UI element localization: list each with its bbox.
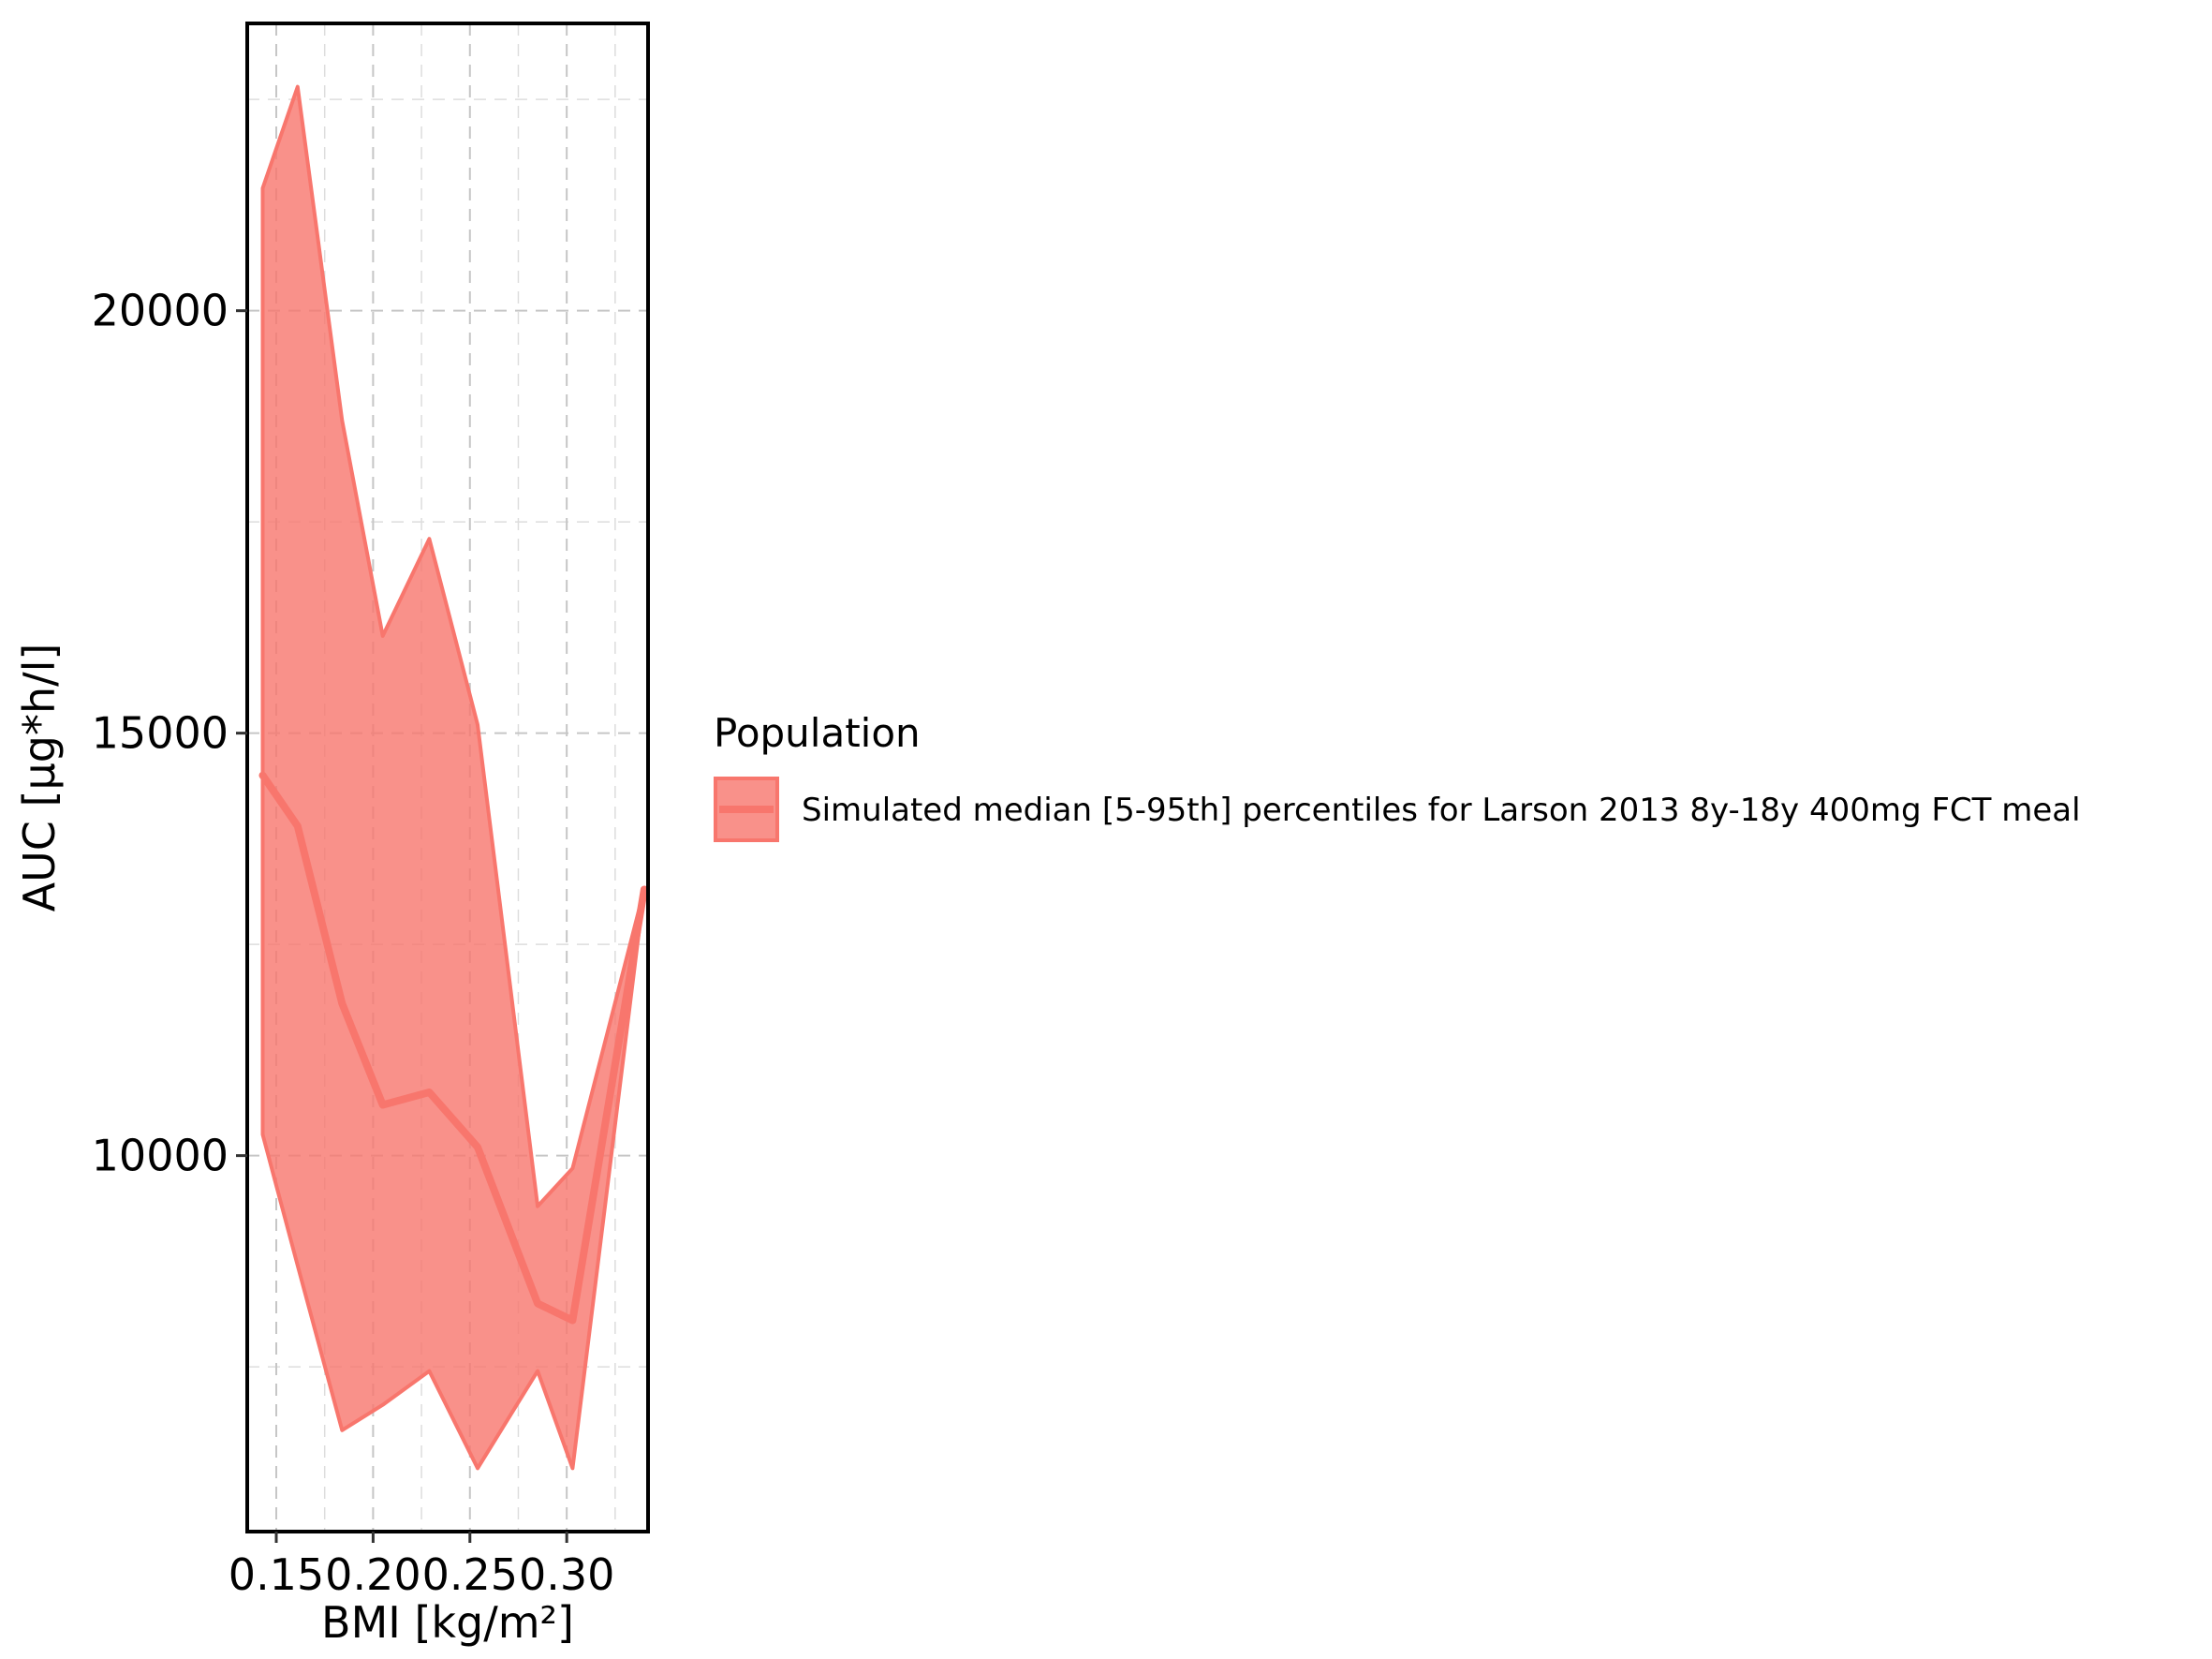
axis-ticks: 0.15 0.20 0.25 0.30 10000 15000 20000 — [92, 286, 615, 1600]
y-tick-label: 15000 — [92, 708, 229, 759]
percentile-ribbon — [260, 84, 646, 1471]
y-tick-label: 10000 — [92, 1131, 229, 1181]
data-layer — [258, 84, 648, 1471]
legend-title: Population — [714, 710, 921, 756]
x-tick-label: 0.30 — [519, 1549, 614, 1600]
y-tick-label: 20000 — [92, 286, 229, 336]
legend-key — [714, 777, 779, 842]
x-tick-label: 0.20 — [325, 1549, 420, 1600]
panel-border — [245, 22, 650, 1533]
legend-entry-label: Simulated median [5-95th] percentiles fo… — [802, 792, 2081, 829]
x-axis-title: BMI [kg/m²] — [321, 1597, 574, 1648]
y-axis-title: AUC [µg*h/l] — [14, 644, 65, 912]
x-tick-label: 0.15 — [229, 1549, 324, 1600]
legend: Population Simulated median [5-95th] per… — [714, 710, 2081, 842]
median-line — [258, 771, 648, 1325]
x-tick-label: 0.25 — [422, 1549, 518, 1600]
